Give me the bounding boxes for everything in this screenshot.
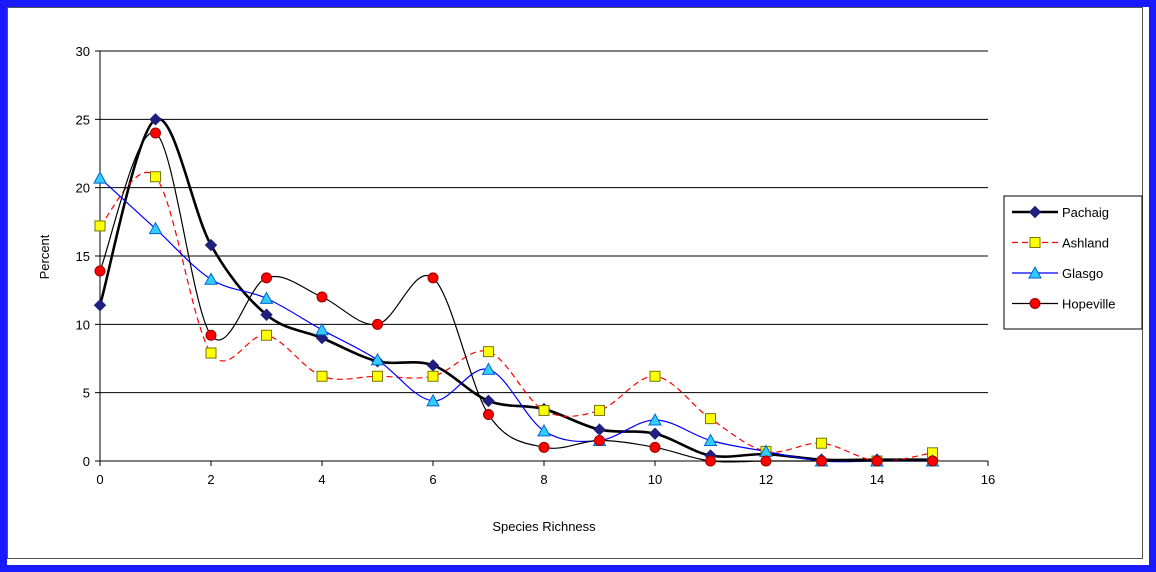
data-point-hopeville: [150, 127, 161, 139]
data-point-glasgo: [204, 272, 218, 285]
data-point-hopeville: [649, 441, 661, 453]
x-tick-label: 6: [429, 472, 436, 487]
data-point-ashland: [649, 370, 661, 382]
data-point-hopeville: [594, 435, 605, 446]
series-line-pachaig: [98, 117, 933, 462]
data-point-hopeville: [871, 455, 883, 467]
data-point-glasgo: [148, 221, 163, 235]
data-point-glasgo: [537, 423, 551, 437]
y-tick-label: 0: [83, 454, 90, 469]
y-tick-labels: 0 5 10 15 20 25 30: [76, 44, 90, 469]
data-point-ashland: [594, 404, 605, 416]
data-point-glasgo: [370, 352, 385, 366]
data-point-hopeville: [927, 455, 938, 467]
x-tick-label: 10: [648, 472, 662, 487]
x-tick-labels: 0 2 4 6 8 10 12 14 16: [96, 472, 995, 487]
series-line-hopeville: [99, 132, 933, 463]
axes: [95, 50, 989, 466]
legend-marker-hopeville: [1029, 298, 1041, 309]
data-point-glasgo: [703, 433, 718, 446]
data-point-hopeville: [483, 409, 494, 421]
x-axis-label: Species Richness: [492, 519, 596, 534]
legend: Pachaig Ashland Glasgo Hopeville: [1003, 195, 1143, 330]
data-point-hopeville: [94, 265, 106, 277]
data-point-glasgo: [259, 291, 274, 304]
data-point-pachaig: [260, 308, 273, 321]
data-point-hopeville: [261, 272, 272, 284]
y-tick-label: 5: [83, 386, 90, 401]
data-point-hopeville: [205, 329, 217, 341]
y-tick-label: 25: [76, 112, 90, 127]
data-point-hopeville: [372, 318, 383, 330]
y-axis-label: Percent: [37, 234, 52, 279]
legend-marker-ashland: [1029, 237, 1041, 248]
data-point-hopeville: [705, 455, 716, 467]
x-tick-label: 16: [981, 472, 995, 487]
y-tick-label: 30: [76, 44, 90, 59]
data-point-pachaig: [93, 298, 107, 312]
data-point-ashland: [427, 370, 439, 382]
data-point-ashland: [94, 220, 106, 232]
series-line-ashland: [99, 172, 933, 462]
data-point-pachaig: [482, 394, 495, 408]
x-tick-label: 4: [318, 472, 325, 487]
data-point-ashland: [483, 346, 494, 358]
legend-marker-glasgo: [1028, 265, 1042, 279]
data-point-hopeville: [760, 455, 772, 467]
data-point-glasgo: [426, 393, 440, 407]
data-point-ashland: [705, 413, 716, 425]
y-tick-label: 20: [76, 181, 90, 196]
data-point-hopeville: [427, 272, 439, 284]
data-point-glasgo: [481, 362, 496, 375]
data-point-glasgo: [648, 412, 662, 426]
data-point-hopeville: [816, 455, 827, 467]
legend-label-glasgo: Glasgo: [1062, 266, 1103, 281]
data-point-hopeville: [538, 441, 550, 453]
x-tick-label: 12: [759, 472, 773, 487]
data-point-ashland: [150, 171, 161, 183]
legend-label-hopeville: Hopeville: [1062, 297, 1115, 312]
series-markers: [93, 113, 940, 467]
data-point-pachaig: [426, 359, 440, 372]
x-tick-label: 8: [540, 472, 547, 487]
x-tick-label: 14: [870, 472, 884, 487]
data-point-pachaig: [648, 427, 662, 440]
data-point-glasgo: [93, 171, 107, 184]
data-point-hopeville: [316, 291, 328, 303]
data-point-glasgo: [315, 322, 329, 336]
legend-label-pachaig: Pachaig: [1062, 205, 1109, 220]
x-tick-label: 2: [207, 472, 214, 487]
y-tick-label: 15: [76, 249, 90, 264]
data-point-ashland: [372, 370, 383, 382]
legend-label-ashland: Ashland: [1062, 236, 1109, 251]
legend-box: [1003, 195, 1143, 330]
data-point-ashland: [261, 329, 272, 341]
series-lines: [98, 117, 933, 463]
data-point-ashland: [205, 347, 217, 359]
data-point-ashland: [316, 370, 328, 382]
x-tick-label: 0: [96, 472, 103, 487]
series-line-glasgo: [99, 177, 933, 463]
data-point-ashland: [816, 437, 827, 449]
y-tick-label: 10: [76, 317, 90, 332]
data-point-ashland: [538, 404, 550, 416]
data-point-pachaig: [593, 423, 606, 436]
data-point-pachaig: [204, 238, 218, 252]
legend-marker-pachaig: [1028, 205, 1042, 219]
gridlines: [100, 50, 988, 394]
data-point-pachaig: [149, 113, 162, 126]
